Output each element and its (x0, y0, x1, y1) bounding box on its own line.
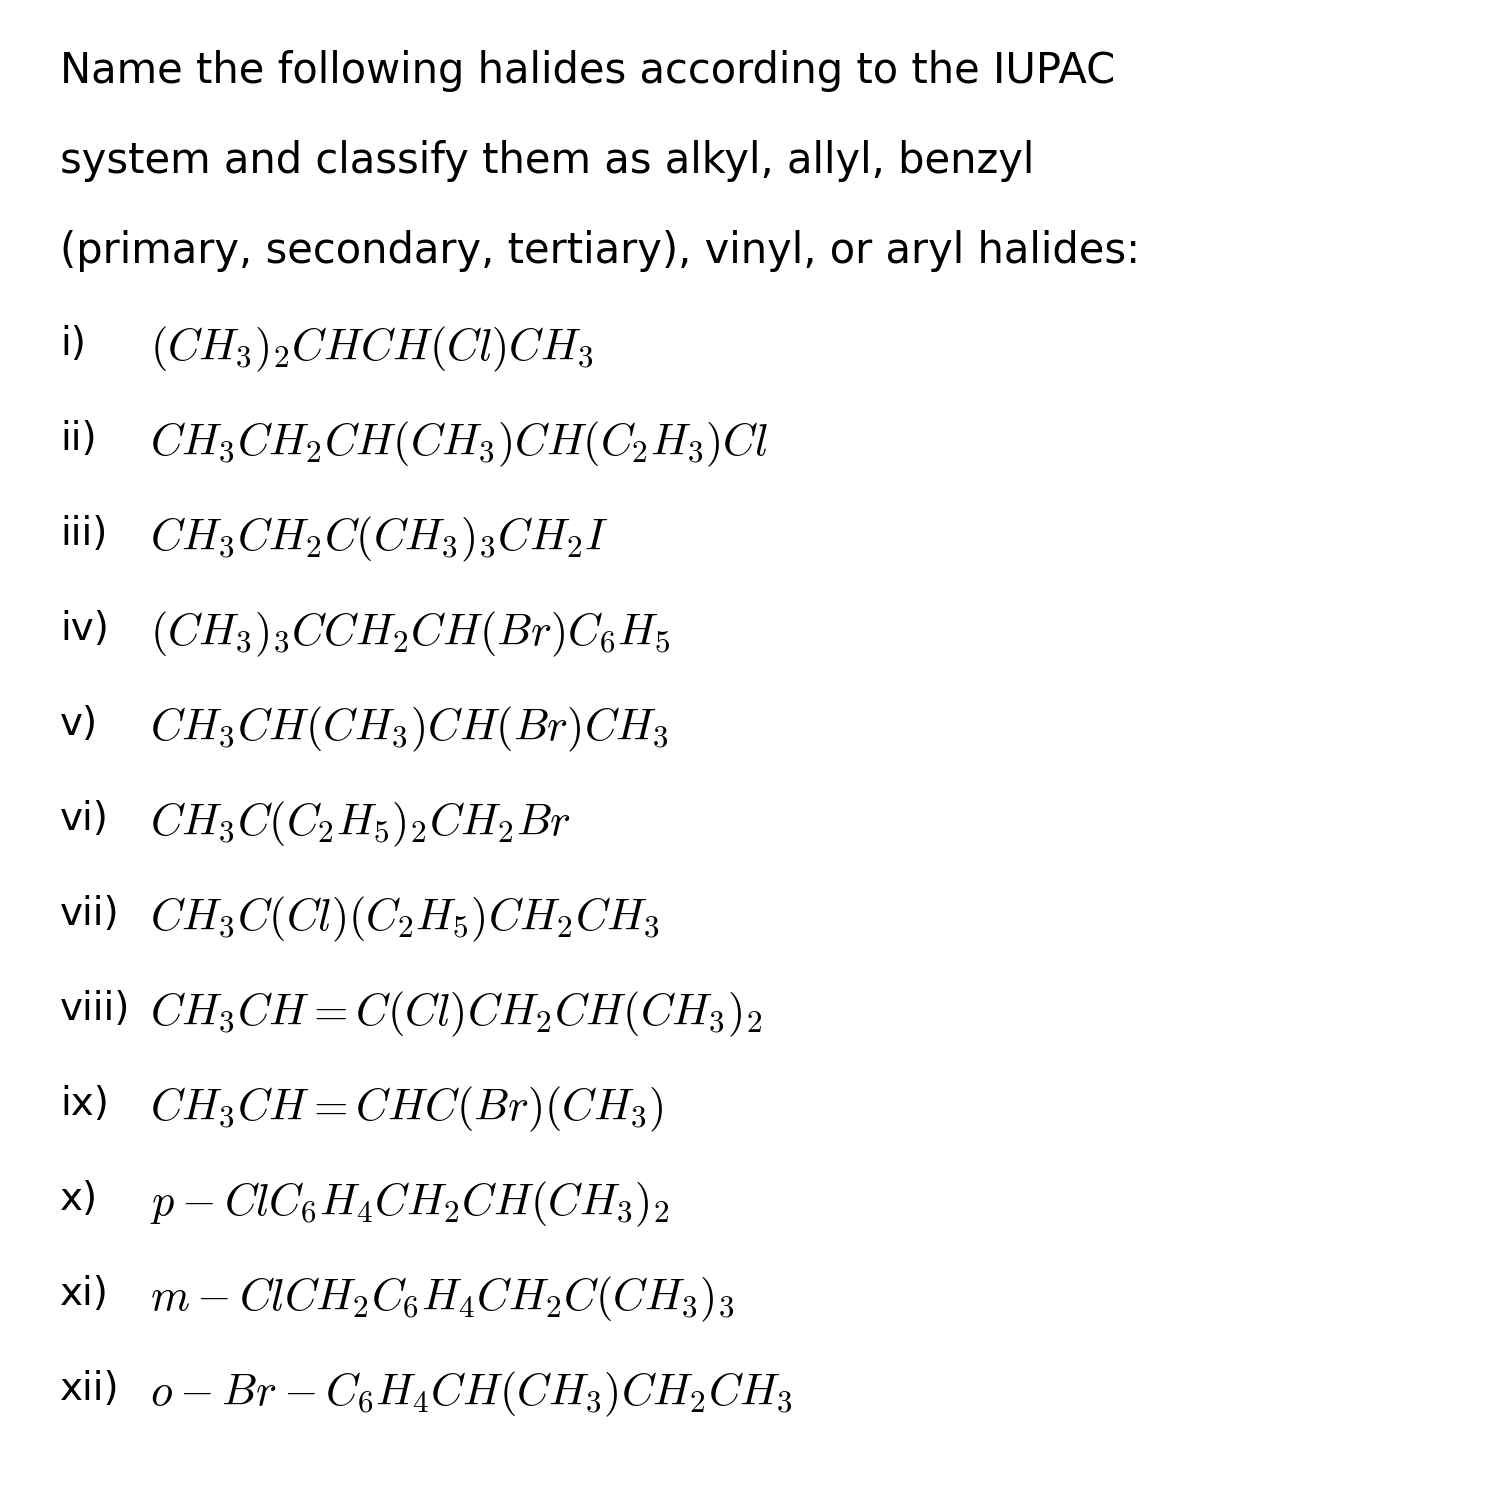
Text: $CH_3C(C_2H_5)_2CH_2Br$: $CH_3C(C_2H_5)_2CH_2Br$ (150, 800, 572, 849)
Text: $CH_3CH = CHC(Br)(CH_3)$: $CH_3CH = CHC(Br)(CH_3)$ (150, 1085, 663, 1134)
Text: iii): iii) (60, 515, 108, 554)
Text: $(CH_3)_3CCH_2CH(Br)C_6H_5$: $(CH_3)_3CCH_2CH(Br)C_6H_5$ (150, 610, 670, 659)
Text: vi): vi) (60, 800, 110, 839)
Text: ix): ix) (60, 1085, 110, 1123)
Text: $CH_3CH_2C(CH_3)_3CH_2I$: $CH_3CH_2C(CH_3)_3CH_2I$ (150, 515, 609, 564)
Text: xi): xi) (60, 1276, 110, 1313)
Text: $CH_3CH(CH_3)CH(Br)CH_3$: $CH_3CH(CH_3)CH(Br)CH_3$ (150, 706, 669, 755)
Text: x): x) (60, 1180, 98, 1217)
Text: viii): viii) (60, 991, 130, 1028)
Text: ii): ii) (60, 421, 96, 458)
Text: xii): xii) (60, 1370, 120, 1408)
Text: $CH_3CH = C(Cl)CH_2CH(CH_3)_2$: $CH_3CH = C(Cl)CH_2CH(CH_3)_2$ (150, 991, 762, 1040)
Text: $CH_3C(Cl)(C_2H_5)CH_2CH_3$: $CH_3C(Cl)(C_2H_5)CH_2CH_3$ (150, 895, 660, 944)
Text: $m - ClCH_2C_6H_4CH_2C(CH_3)_3$: $m - ClCH_2C_6H_4CH_2C(CH_3)_3$ (150, 1276, 735, 1325)
Text: system and classify them as alkyl, allyl, benzyl: system and classify them as alkyl, allyl… (60, 140, 1035, 182)
Text: (primary, secondary, tertiary), vinyl, or aryl halides:: (primary, secondary, tertiary), vinyl, o… (60, 230, 1140, 272)
Text: iv): iv) (60, 610, 110, 648)
Text: $p - ClC_6H_4CH_2CH(CH_3)_2$: $p - ClC_6H_4CH_2CH(CH_3)_2$ (150, 1180, 669, 1229)
Text: i): i) (60, 325, 86, 363)
Text: v): v) (60, 706, 98, 743)
Text: vii): vii) (60, 895, 120, 932)
Text: Name the following halides according to the IUPAC: Name the following halides according to … (60, 51, 1114, 93)
Text: $o - Br - C_6H_4CH(CH_3)CH_2CH_3$: $o - Br - C_6H_4CH(CH_3)CH_2CH_3$ (150, 1370, 794, 1419)
Text: $CH_3CH_2CH(CH_3)CH(C_2H_3)Cl$: $CH_3CH_2CH(CH_3)CH(C_2H_3)Cl$ (150, 421, 768, 468)
Text: $(CH_3)_2CHCH(Cl)CH_3$: $(CH_3)_2CHCH(Cl)CH_3$ (150, 325, 594, 374)
